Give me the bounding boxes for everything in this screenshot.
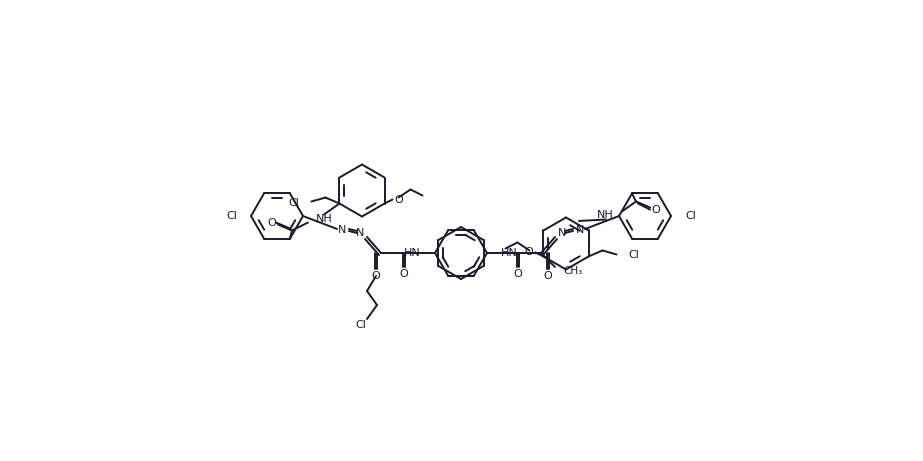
- Text: HN: HN: [404, 248, 421, 258]
- Text: NH: NH: [316, 213, 333, 224]
- Text: O: O: [394, 195, 403, 205]
- Text: O: O: [525, 248, 533, 258]
- Text: N: N: [338, 225, 346, 235]
- Text: O: O: [400, 269, 408, 279]
- Text: O: O: [268, 218, 276, 228]
- Text: Cl: Cl: [685, 211, 696, 221]
- Text: O: O: [513, 269, 522, 279]
- Text: Cl: Cl: [355, 320, 366, 330]
- Text: N: N: [355, 228, 365, 238]
- Text: O: O: [372, 271, 380, 281]
- Text: Cl: Cl: [226, 211, 237, 221]
- Text: O: O: [652, 206, 660, 215]
- Text: CH₃: CH₃: [563, 266, 582, 276]
- Text: O: O: [544, 271, 552, 281]
- Text: N: N: [557, 228, 566, 238]
- Text: Cl: Cl: [629, 250, 640, 260]
- Text: HN: HN: [501, 248, 518, 258]
- Text: Cl: Cl: [289, 197, 299, 207]
- Text: N: N: [576, 225, 584, 235]
- Text: NH: NH: [597, 211, 614, 220]
